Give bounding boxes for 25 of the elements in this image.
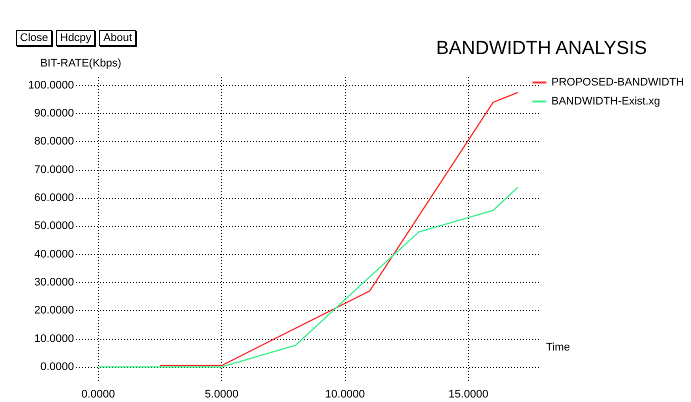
- x-tick-label: 10.0000: [325, 388, 365, 400]
- line-series: [159, 92, 518, 366]
- y-tick-label: 80.0000: [34, 136, 74, 148]
- text: About: [99, 30, 136, 46]
- x-tick-label: 15.0000: [448, 388, 488, 400]
- text: Hdcpy: [56, 30, 96, 46]
- y-tick-label: 40.0000: [34, 248, 74, 260]
- y-tick-label: 60.0000: [34, 192, 74, 204]
- chart-title: BANDWIDTH ANALYSIS: [436, 38, 647, 59]
- y-tick-label: 100.0000: [28, 79, 74, 92]
- x-tick-label: 0.0000: [81, 388, 116, 400]
- y-tick-label: 0.0000: [40, 360, 74, 373]
- x-tick-label: 5.0000: [204, 388, 238, 400]
- y-tick-label: 70.0000: [34, 164, 74, 176]
- line-series: [98, 186, 518, 368]
- x-axis-title: Time: [546, 341, 570, 354]
- y-tick-label: 20.0000: [34, 304, 74, 317]
- text: Close: [16, 30, 52, 46]
- legend-label: PROPOSED-BANDWIDTH: [551, 76, 684, 88]
- y-tick-label: 30.0000: [34, 276, 74, 288]
- legend-label: BANDWIDTH-Exist.xg: [551, 96, 660, 108]
- y-tick-label: 50.0000: [34, 220, 74, 232]
- y-tick-label: 90.0000: [34, 108, 74, 120]
- y-axis-title: BIT-RATE(Kbps): [40, 58, 122, 70]
- y-tick-label: 10.0000: [34, 332, 74, 345]
